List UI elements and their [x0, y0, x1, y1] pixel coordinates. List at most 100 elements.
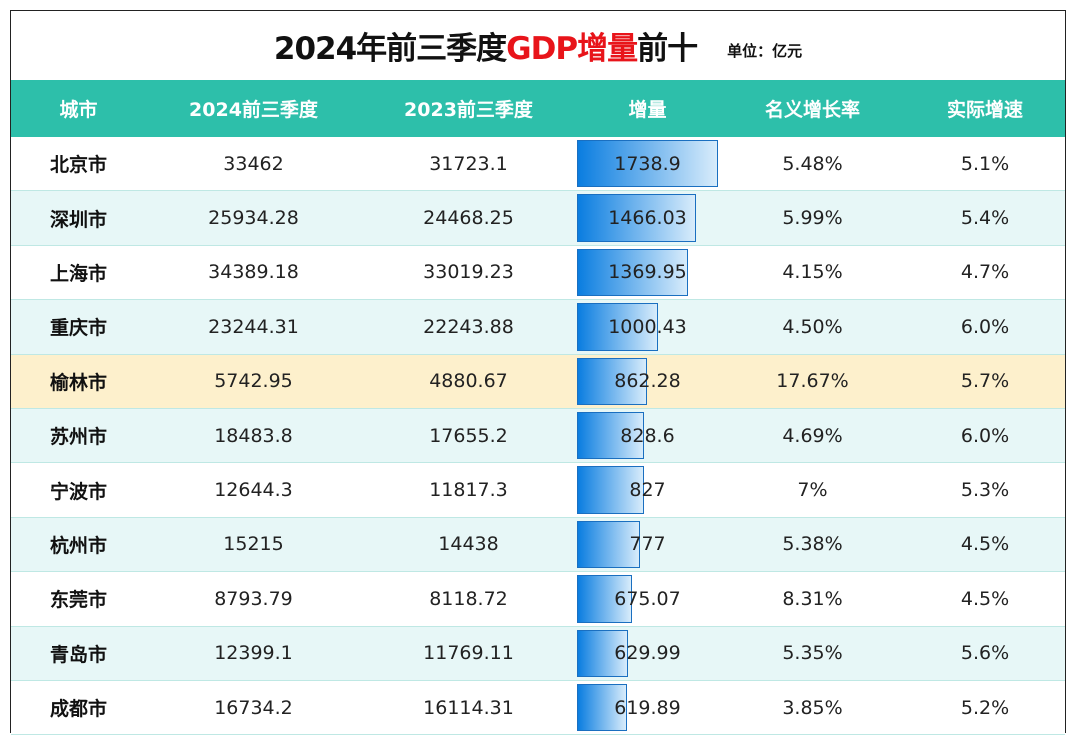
- city-cell: 榆林市: [49, 371, 107, 394]
- increment-bar: [577, 575, 632, 623]
- increment-cell: 619.89: [576, 681, 719, 734]
- table-row: 深圳市 25934.28 24468.25 1466.03 5.99% 5.4%: [11, 191, 1065, 246]
- nominal-growth-cell: 8.31%: [782, 587, 843, 610]
- increment-value: 1000.43: [608, 315, 687, 338]
- real-growth-cell: 6.0%: [960, 424, 1010, 447]
- nominal-growth-cell: 5.38%: [782, 533, 843, 556]
- increment-value: 675.07: [614, 587, 681, 610]
- table-row: 上海市 34389.18 33019.23 1369.95 4.15% 4.7%: [11, 245, 1065, 301]
- increment-bar: [577, 248, 689, 297]
- gdp-2024-cell: 15215: [223, 533, 284, 556]
- header-increment: 增量: [628, 99, 667, 121]
- gdp-2024-cell: 33462: [223, 152, 284, 175]
- city-cell: 东莞市: [49, 589, 107, 612]
- gdp-2023-cell: 4880.67: [429, 370, 508, 393]
- nominal-growth-cell: 3.85%: [782, 696, 843, 719]
- increment-value: 862.28: [614, 370, 681, 393]
- gdp-2024-cell: 16734.2: [214, 696, 293, 719]
- real-growth-cell: 5.3%: [960, 479, 1010, 502]
- header-real-growth: 实际增速: [946, 99, 1023, 121]
- city-cell: 重庆市: [49, 317, 107, 340]
- table-header: 城市 2024前三季度 2023前三季度 增量 名义增长率 实际增速: [11, 80, 1065, 137]
- real-growth-cell: 4.5%: [960, 587, 1010, 610]
- gdp-2024-cell: 25934.28: [208, 207, 299, 230]
- nominal-growth-cell: 5.35%: [782, 642, 843, 665]
- increment-value: 1466.03: [608, 207, 687, 230]
- increment-cell: 675.07: [576, 572, 719, 625]
- increment-bar: [577, 194, 696, 242]
- header-2024: 2024前三季度: [189, 99, 318, 121]
- increment-value: 619.89: [614, 696, 681, 719]
- header-nominal-growth: 名义增长率: [764, 99, 860, 121]
- title-highlight: GDP增量: [506, 31, 638, 67]
- table-row: 成都市 16734.2 16114.31 619.89 3.85% 5.2%: [11, 680, 1065, 736]
- gdp-table-frame: 2024年前三季度GDP增量前十 单位：亿元 城市 2024前三季度 2023前…: [10, 10, 1066, 736]
- gdp-2024-cell: 5742.95: [214, 370, 293, 393]
- gdp-2023-cell: 8118.72: [429, 587, 508, 610]
- nominal-growth-cell: 5.48%: [782, 152, 843, 175]
- header-2023: 2023前三季度: [404, 99, 533, 121]
- gdp-2023-cell: 11817.3: [429, 479, 508, 502]
- increment-bar: [577, 520, 640, 569]
- gdp-2024-cell: 12399.1: [214, 642, 293, 665]
- unit-label: 单位：亿元: [727, 42, 803, 60]
- increment-value: 1369.95: [608, 261, 687, 284]
- table-row: 杭州市 15215 14438 777 5.38% 4.5%: [11, 517, 1065, 573]
- city-cell: 苏州市: [49, 426, 107, 449]
- increment-cell: 1369.95: [576, 246, 719, 299]
- increment-cell: 1738.9: [576, 137, 719, 190]
- gdp-2023-cell: 31723.1: [429, 152, 508, 175]
- city-cell: 宁波市: [49, 480, 107, 503]
- table-row: 北京市 33462 31723.1 1738.9 5.48% 5.1%: [11, 137, 1065, 192]
- increment-value: 629.99: [614, 642, 681, 665]
- increment-bar: [577, 683, 628, 732]
- city-cell: 青岛市: [49, 643, 107, 666]
- real-growth-cell: 4.7%: [960, 261, 1010, 284]
- gdp-2024-cell: 12644.3: [214, 479, 293, 502]
- title-row: 2024年前三季度GDP增量前十 单位：亿元: [11, 11, 1065, 80]
- title-prefix: 2024年前三季度: [273, 31, 507, 67]
- increment-bar: [577, 411, 645, 460]
- header-city: 城市: [59, 99, 98, 121]
- increment-cell: 827: [576, 463, 719, 516]
- gdp-2024-cell: 8793.79: [214, 587, 293, 610]
- city-cell: 深圳市: [49, 208, 107, 231]
- increment-cell: 862.28: [576, 355, 719, 408]
- increment-bar: [577, 466, 645, 514]
- gdp-2024-cell: 23244.31: [208, 315, 299, 338]
- increment-cell: 828.6: [576, 409, 719, 462]
- gdp-2023-cell: 17655.2: [429, 424, 508, 447]
- gdp-2023-cell: 22243.88: [423, 315, 514, 338]
- increment-cell: 629.99: [576, 627, 719, 680]
- increment-cell: 777: [576, 518, 719, 571]
- gdp-2024-cell: 18483.8: [214, 424, 293, 447]
- title-suffix: 前十: [637, 31, 698, 67]
- gdp-2023-cell: 33019.23: [423, 261, 514, 284]
- real-growth-cell: 5.4%: [960, 207, 1010, 230]
- city-cell: 成都市: [49, 698, 107, 721]
- gdp-2023-cell: 16114.31: [423, 696, 514, 719]
- real-growth-cell: 5.1%: [960, 152, 1010, 175]
- increment-bar: [577, 140, 718, 188]
- increment-value: 827: [629, 479, 666, 502]
- nominal-growth-cell: 7%: [797, 479, 828, 502]
- nominal-growth-cell: 5.99%: [782, 207, 843, 230]
- table-body: 北京市 33462 31723.1 1738.9 5.48% 5.1% 深圳市 25934.2…: [11, 137, 1065, 736]
- increment-bar: [577, 357, 647, 405]
- nominal-growth-cell: 4.50%: [782, 315, 843, 338]
- table-row: 宁波市 12644.3 11817.3 827 7% 5.3%: [11, 463, 1065, 518]
- nominal-growth-cell: 17.67%: [776, 370, 849, 393]
- increment-bar: [577, 629, 629, 677]
- real-growth-cell: 5.7%: [960, 370, 1010, 393]
- table-row: 榆林市 5742.95 4880.67 862.28 17.67% 5.7%: [11, 354, 1065, 409]
- table-row: 青岛市 12399.1 11769.11 629.99 5.35% 5.6%: [11, 626, 1065, 681]
- increment-value: 777: [629, 533, 666, 556]
- table-row: 苏州市 18483.8 17655.2 828.6 4.69% 6.0%: [11, 408, 1065, 464]
- increment-cell: 1466.03: [576, 191, 719, 244]
- increment-cell: 1000.43: [576, 300, 719, 353]
- page-title: 2024年前三季度GDP增量前十: [273, 23, 698, 68]
- real-growth-cell: 5.2%: [960, 696, 1010, 719]
- city-cell: 北京市: [49, 154, 107, 177]
- increment-value: 828.6: [620, 424, 675, 447]
- increment-bar: [577, 303, 659, 351]
